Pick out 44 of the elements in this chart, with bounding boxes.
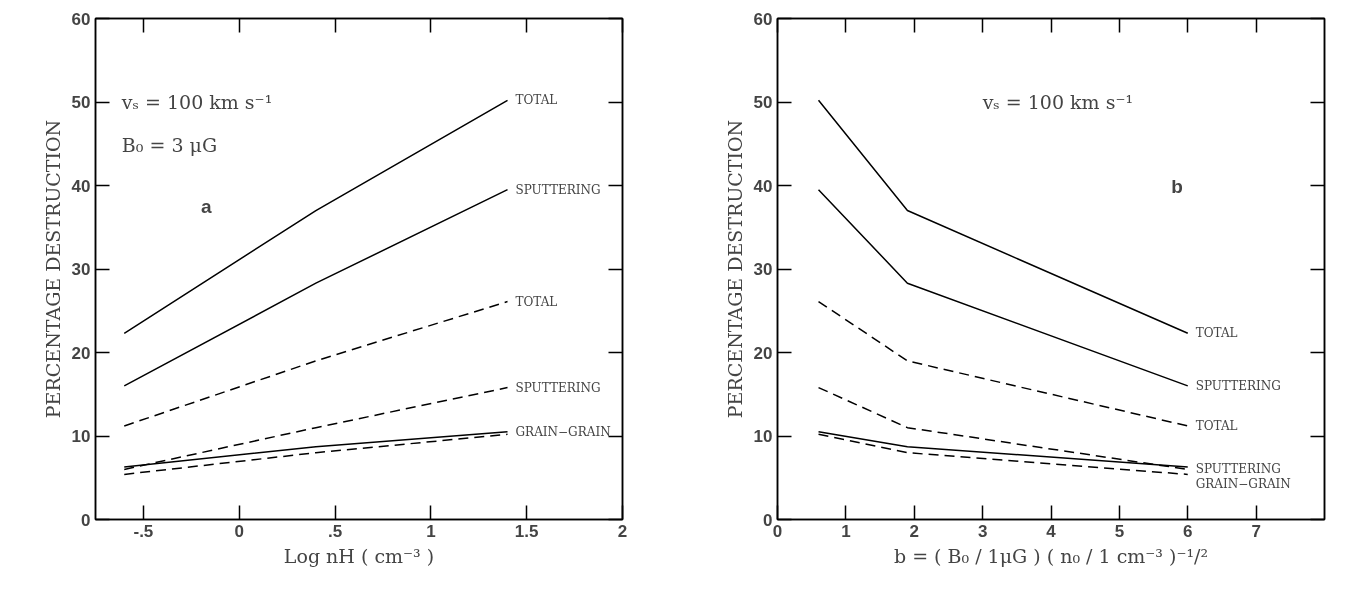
x-tick-label: 2 <box>617 521 628 541</box>
annotation: vₛ = 100 km s⁻¹ <box>981 91 1134 114</box>
annotation: B₀ = 3 μG <box>121 133 218 156</box>
y-tick-label: 10 <box>753 427 773 446</box>
legend-label: GRAIN−GRAIN <box>515 424 611 439</box>
y-tick-label: 10 <box>71 427 91 446</box>
y-tick-label: 50 <box>753 93 773 112</box>
series-label: SPUTTERING <box>1195 462 1281 477</box>
y-tick-label: 20 <box>753 343 773 363</box>
series-label: SPUTTERING <box>515 380 601 395</box>
y-axis-title: PERCENTAGE DESTRUCTION <box>723 119 746 419</box>
x-tick-label: 5 <box>1114 521 1125 541</box>
y-tick-label: 40 <box>71 176 91 196</box>
x-tick-label: 4 <box>1046 521 1057 541</box>
y-tick-label: 60 <box>753 9 773 29</box>
x-tick-label: 1 <box>426 521 436 541</box>
x-axis-title: Log nH ( cm⁻³ ) <box>283 544 435 567</box>
y-tick-label: 30 <box>71 260 91 279</box>
series-label: TOTAL <box>515 93 558 108</box>
series-label: TOTAL <box>1195 418 1238 433</box>
y-tick-label: 20 <box>71 343 91 363</box>
x-tick-label: 1.5 <box>514 521 539 541</box>
x-tick-label: 0 <box>234 521 244 541</box>
x-tick-label: 3 <box>977 521 988 541</box>
y-axis-title: PERCENTAGE DESTRUCTION <box>41 119 64 419</box>
series-label: TOTAL <box>515 294 558 309</box>
x-axis-title: b = ( B₀ / 1μG ) ( n₀ / 1 cm⁻³ )⁻¹/² <box>893 544 1209 567</box>
y-tick-label: 60 <box>71 9 91 29</box>
x-tick-label: .5 <box>327 521 343 541</box>
annotation: a <box>200 195 212 217</box>
x-tick-label: 7 <box>1251 521 1261 541</box>
series-label: GRAIN−GRAIN <box>1195 477 1291 492</box>
y-tick-label: 30 <box>753 260 773 279</box>
x-tick-label: 6 <box>1183 521 1193 541</box>
series-label: TOTAL <box>1195 326 1238 341</box>
y-tick-label: 50 <box>71 93 91 112</box>
x-tick-label: 1 <box>841 521 851 541</box>
annotation: b <box>1171 175 1183 197</box>
legend-label: SPUTTERING <box>515 182 601 197</box>
x-tick-label: 2 <box>909 521 919 541</box>
annotation: vₛ = 100 km s⁻¹ <box>120 91 273 114</box>
x-tick-label: -.5 <box>133 521 154 541</box>
y-tick-label: 40 <box>753 176 773 196</box>
series-label: SPUTTERING <box>1195 378 1281 393</box>
